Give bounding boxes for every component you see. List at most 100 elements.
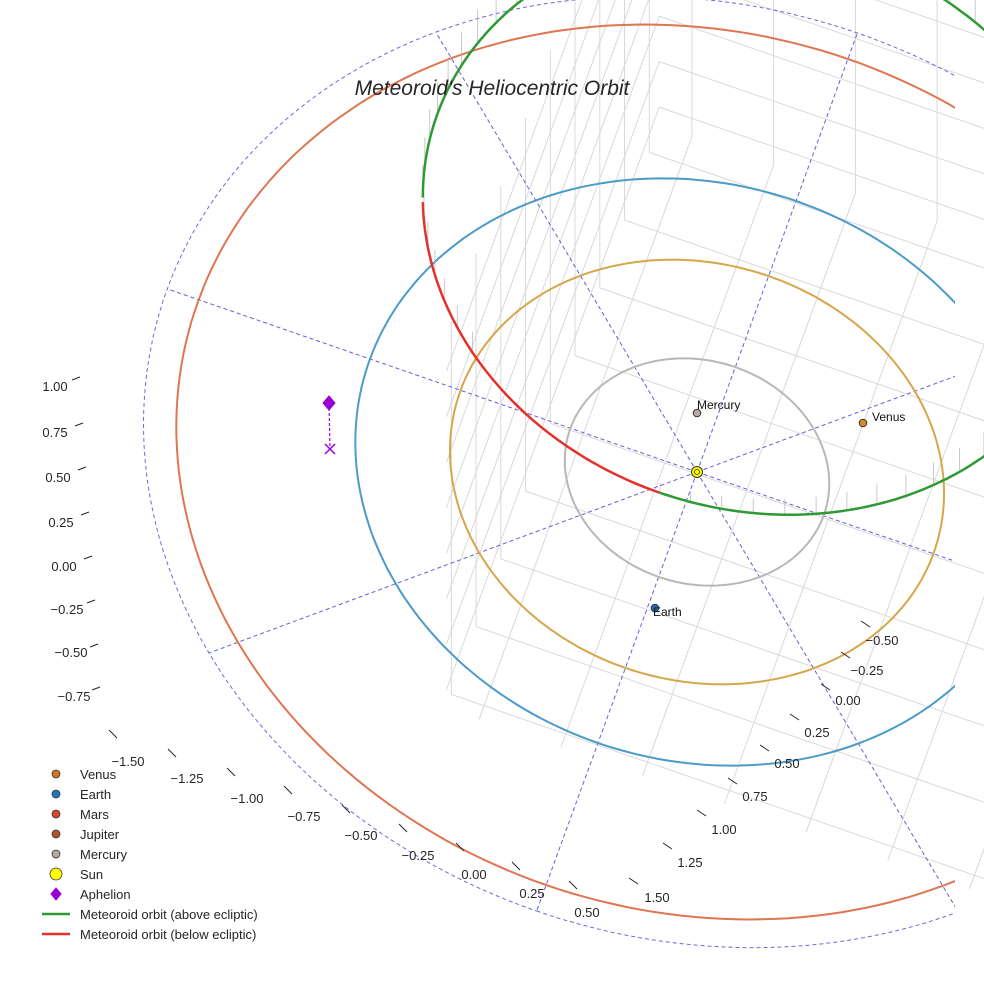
reference-radial (536, 471, 698, 912)
wall-grid-line (445, 61, 660, 645)
reference-radial (696, 471, 955, 562)
legend-swatch (38, 824, 74, 844)
legend-dot-icon (51, 789, 61, 799)
legend-swatch (38, 764, 74, 784)
z-tick-mark (86, 599, 96, 604)
floor-grid-line (624, 219, 984, 345)
y-tick-label: 1.25 (677, 855, 702, 870)
axis-panes (446, 0, 984, 708)
orbit-mars (175, 23, 955, 921)
y-tick-label: 0.75 (742, 789, 767, 804)
y-tick-label: −0.25 (851, 663, 884, 678)
floor-grid-line (560, 164, 775, 748)
y-tick-label: −0.50 (866, 633, 899, 648)
y-tick-mark (789, 713, 800, 721)
z-tick-mark (91, 686, 101, 691)
legend-label: Earth (80, 786, 112, 802)
y-tick-label: 1.00 (711, 822, 736, 837)
y-tick-mark (727, 777, 738, 785)
meteoroid-orbit-below (421, 202, 661, 494)
legend-swatch (38, 884, 74, 904)
wall-grid-line (445, 0, 649, 554)
x-tick-label: −0.75 (288, 809, 321, 824)
legend-swatch (38, 784, 74, 804)
z-tick-label: 0.75 (42, 425, 67, 440)
legend-dot-icon (51, 769, 61, 779)
meteoroid-orbit-above (421, 0, 984, 516)
earth-label: Earth (653, 605, 682, 619)
z-tick-mark (77, 466, 87, 471)
reference-radial (696, 471, 955, 562)
x-tick-label: −1.25 (171, 771, 204, 786)
y-tick-mark (840, 651, 851, 659)
mercury-marker (692, 408, 702, 418)
wall-grid-line (659, 15, 984, 129)
x-tick-mark (167, 748, 177, 758)
reference-circle (142, 0, 955, 949)
meteoroid-orbit (421, 0, 984, 516)
x-tick-label: −0.25 (402, 848, 435, 863)
legend-item: Earth (38, 784, 358, 804)
wall-grid-line (742, 0, 984, 84)
y-tick-mark (696, 809, 707, 817)
legend-label: Mercury (80, 846, 127, 862)
reference-radial (696, 32, 858, 473)
z-tick-label: 1.00 (42, 379, 67, 394)
floor-grid-line (642, 192, 856, 776)
x-tick-mark (511, 861, 521, 871)
legend-swatch (38, 844, 74, 864)
z-tick-label: −0.25 (51, 602, 84, 617)
sun-marker (691, 466, 703, 478)
mercury-label: Mercury (697, 398, 740, 412)
legend-item: Mars (38, 804, 358, 824)
reference-radial (696, 375, 955, 473)
x-tick-mark (568, 880, 578, 890)
floor-grid-line (649, 151, 984, 269)
y-tick-mark (662, 842, 673, 850)
legend-label: Venus (80, 766, 117, 782)
venus-label: Venus (872, 410, 905, 424)
z-tick-label: −0.50 (55, 645, 88, 660)
z-tick-mark (74, 422, 84, 427)
z-tick-label: 0.00 (51, 559, 76, 574)
z-tick-label: −0.75 (58, 689, 91, 704)
x-tick-label: −1.50 (112, 754, 145, 769)
reference-grid (142, 0, 955, 949)
x-tick-mark (341, 804, 351, 814)
x-tick-mark (398, 823, 408, 833)
axis-ticks: −1.50 −1.25 −1.00 −0.75 −0.50 −0.25 0.00 0.25 0.… (42, 376, 899, 920)
y-tick-label: 0.50 (774, 756, 799, 771)
wall-grid-line (445, 15, 660, 599)
aphelion-drop-line (328, 402, 331, 450)
y-tick-label: 0.00 (835, 693, 860, 708)
z-tick-label: 0.50 (45, 470, 70, 485)
legend-label: Aphelion (80, 886, 131, 902)
floor-grid-line (475, 626, 984, 803)
x-tick-mark (455, 842, 465, 852)
legend-item: Jupiter (38, 824, 358, 844)
sun-core (694, 469, 700, 475)
reference-radial (167, 288, 698, 473)
planet-markers: Mercury Venus Earth (322, 395, 905, 619)
legend-swatch (38, 904, 74, 924)
x-tick-mark (108, 729, 118, 739)
legend-label: Jupiter (80, 826, 120, 842)
legend: Venus Earth Mars Jupiter Mercury Sun Aphelion M… (38, 764, 358, 944)
wall-grid-line (445, 106, 660, 690)
reference-radial (208, 471, 698, 654)
x-tick-label: 0.00 (461, 867, 486, 882)
legend-item: Sun (38, 864, 358, 884)
floor-grid-line (805, 343, 984, 833)
earth-marker (650, 603, 660, 613)
floor-grid-line (887, 595, 984, 861)
reference-radial (435, 31, 698, 473)
wall-grid-line (659, 61, 984, 175)
z-tick-mark (89, 643, 99, 648)
x-tick-label: 0.25 (519, 886, 544, 901)
z-tick-label: 0.25 (48, 515, 73, 530)
legend-swatch (38, 864, 74, 884)
y-tick-mark (860, 620, 871, 628)
legend-diamond-icon (50, 887, 62, 901)
legend-item: Aphelion (38, 884, 358, 904)
legend-swatch (38, 924, 74, 944)
